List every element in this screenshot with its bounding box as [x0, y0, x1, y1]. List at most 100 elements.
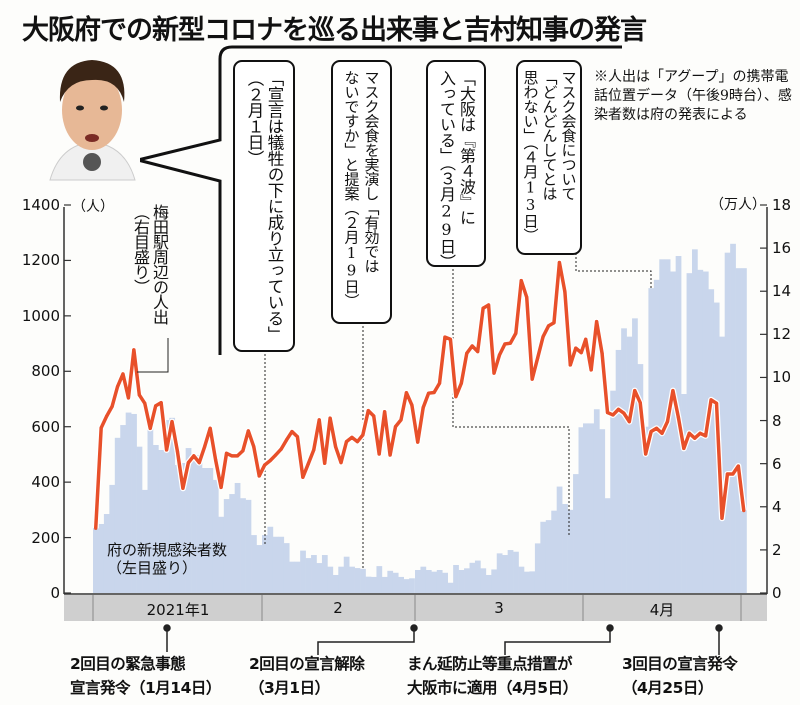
people-flow-line [93, 260, 746, 529]
governor-photo [45, 48, 140, 181]
line-point [355, 440, 359, 444]
quote-line: 「大阪は『第４波』に [457, 70, 476, 225]
event-text: 2回目の緊急事態 [70, 655, 186, 673]
bar [109, 484, 116, 593]
line-point [312, 448, 316, 452]
line-point [519, 279, 523, 283]
event-text: （4月25日） [622, 679, 713, 697]
line-point [377, 452, 381, 456]
line-point [644, 452, 648, 456]
page-title: 大阪府での新型コロナを巡る出来事と吉村知事の発言 [22, 15, 647, 46]
right-tick-label: 2 [772, 540, 782, 559]
line-point [627, 420, 631, 424]
bar [545, 520, 552, 593]
line-point [257, 474, 261, 478]
bar [300, 550, 306, 593]
line-point [344, 440, 349, 444]
line-point [333, 445, 338, 449]
bar [604, 498, 611, 593]
bar [240, 498, 246, 593]
bar [420, 566, 427, 593]
bar [131, 413, 137, 593]
line-point [279, 447, 283, 451]
event-text: 2回目の宣言解除 [249, 655, 365, 673]
line-point [568, 363, 572, 367]
event-text: 3回目の宣言発令 [622, 655, 738, 673]
line-point [481, 306, 485, 310]
right-tick-label: 10 [772, 368, 792, 387]
right-tick-label: 8 [772, 411, 782, 430]
line-point [437, 381, 442, 385]
bar [169, 417, 176, 593]
line-point [268, 459, 272, 463]
bar [316, 563, 323, 593]
x-tick-label: 4月 [649, 601, 675, 619]
line-point [393, 424, 398, 429]
bar [229, 494, 235, 593]
event-text: 宣言発令（1月14日） [70, 679, 221, 697]
line-point [574, 346, 578, 350]
line-point [693, 436, 697, 440]
line-point [638, 401, 642, 405]
bar [218, 516, 225, 593]
line-point [372, 414, 376, 418]
bar [360, 568, 366, 593]
x-tick-label: 2021年1 [146, 601, 210, 619]
quote-box-apr13: マスク会食について 「どんどんしてとは 思わない」（４月13日） [516, 60, 582, 255]
bar [593, 409, 600, 593]
bar [730, 243, 736, 594]
line-point [306, 462, 310, 466]
bar [278, 536, 285, 593]
right-tick-label: 18 [772, 196, 792, 214]
line-point [654, 426, 659, 430]
cases-label-main: 府の新規感染者数 [107, 541, 228, 559]
line-point [339, 460, 343, 465]
bar [338, 566, 345, 593]
bar [387, 570, 394, 593]
line-point [94, 526, 98, 530]
bar [507, 550, 514, 593]
line-point [284, 438, 289, 442]
line-point [137, 393, 141, 397]
line-point [714, 401, 719, 405]
bar [207, 468, 214, 593]
bar [321, 555, 328, 593]
bar [681, 394, 687, 593]
line-point [235, 454, 240, 458]
line-point [448, 337, 453, 341]
bar [621, 328, 627, 593]
bar [174, 464, 181, 593]
bar [289, 561, 295, 593]
connector-mar29 [452, 265, 570, 535]
line-point [192, 454, 196, 458]
bar [518, 566, 525, 593]
x-tick-label: 2 [333, 599, 343, 617]
left-tick-label: 600 [31, 417, 60, 436]
line-point [536, 356, 540, 360]
line-point [148, 426, 152, 430]
quote-box-feb1: 「宣言は犠牲の下に成り立っている」 （２月１日） [233, 60, 295, 352]
bar [371, 576, 377, 593]
quote-box-feb19: マスク会食を実演し「有効では ないですか」と提案（２月19日） [331, 60, 392, 324]
line-point [295, 435, 300, 439]
bar [120, 425, 126, 593]
line-point [709, 398, 713, 402]
line-point [317, 418, 321, 422]
bar [251, 535, 257, 593]
line-point [589, 368, 593, 372]
people-label-leader [137, 338, 169, 373]
cases-label-scale: （左目盛り） [107, 559, 198, 577]
bar [403, 579, 410, 593]
line-point [350, 435, 354, 439]
bar [540, 521, 547, 593]
bar [615, 349, 622, 593]
quote-line: 「宣言は犠牲の下に成り立っている」 [265, 70, 284, 342]
bar [392, 572, 399, 593]
line-point [115, 385, 120, 389]
line-point [492, 371, 496, 375]
bar [599, 429, 606, 593]
line-point [110, 404, 114, 409]
bar [513, 551, 519, 593]
line-point [725, 472, 730, 476]
line-point [274, 453, 278, 457]
